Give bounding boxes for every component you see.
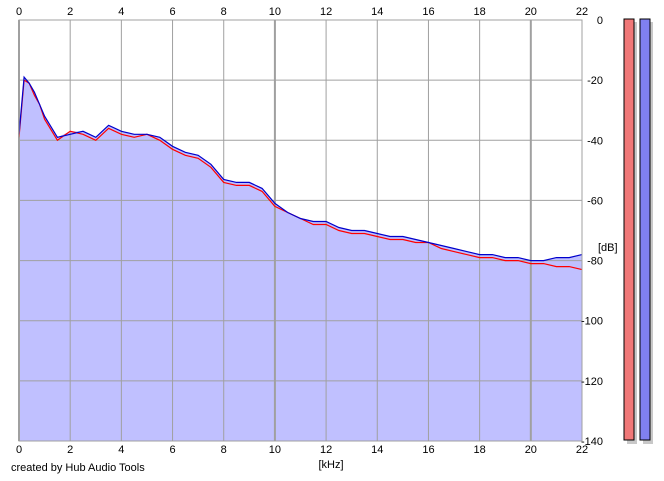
left-level-meter [623,18,635,441]
x-tick-label-bottom: 16 [422,444,434,456]
y-tick-label: -60 [587,195,603,207]
x-tick-label-bottom: 14 [371,444,383,456]
x-ticks-top: 0 2 4 6 8 10 12 14 16 18 20 22 [16,6,588,18]
x-tick-label-bottom: 12 [320,444,332,456]
plot-border [18,19,583,442]
x-tick-label-bottom: 10 [269,444,281,456]
spectrum-fill [19,77,582,441]
series-line-1 [18,79,583,271]
x-tick-label-bottom: 4 [118,444,124,456]
x-tick-label-top: 16 [422,6,434,18]
x-tick-label-top: 4 [118,6,124,18]
x-tick-label-top: 22 [576,6,588,18]
x-tick-label-bottom: 18 [474,444,486,456]
x-tick-label-top: 0 [16,6,22,18]
y-tick-label: -20 [587,75,603,87]
x-tick-label-bottom: 0 [16,444,22,456]
x-ticks-bottom: 0 2 4 6 8 10 12 14 16 18 20 22 [16,444,588,456]
y-tick-label: -100 [581,316,603,328]
spectrum-fill-layer [19,77,582,441]
x-tick-label-top: 12 [320,6,332,18]
series-layer [18,75,583,271]
x-tick-label-top: 20 [525,6,537,18]
y-ticks-right: 0 -20 -40 -60 -80 -100 -120 -140 [581,15,603,448]
x-axis-label: [kHz] [318,459,343,471]
series-line-2 [18,75,583,262]
right-level-meter [639,18,651,441]
x-tick-label-bottom: 22 [576,444,588,456]
x-tick-label-bottom: 8 [221,444,227,456]
x-tick-label-top: 6 [169,6,175,18]
x-tick-label-top: 18 [474,6,486,18]
y-tick-label: -120 [581,376,603,388]
x-tick-label-top: 14 [371,6,383,18]
y-tick-label: 0 [597,15,603,27]
x-tick-label-bottom: 2 [67,444,73,456]
x-tick-label-top: 2 [67,6,73,18]
y-axis-label: [dB] [598,242,618,254]
x-tick-label-top: 10 [269,6,281,18]
x-tick-label-top: 8 [221,6,227,18]
y-tick-label: -40 [587,135,603,147]
x-tick-label-bottom: 6 [169,444,175,456]
credit-text: created by Hub Audio Tools [11,462,145,474]
y-tick-label: -80 [587,256,603,268]
y-tick-label: -140 [581,436,603,448]
x-tick-label-bottom: 20 [525,444,537,456]
